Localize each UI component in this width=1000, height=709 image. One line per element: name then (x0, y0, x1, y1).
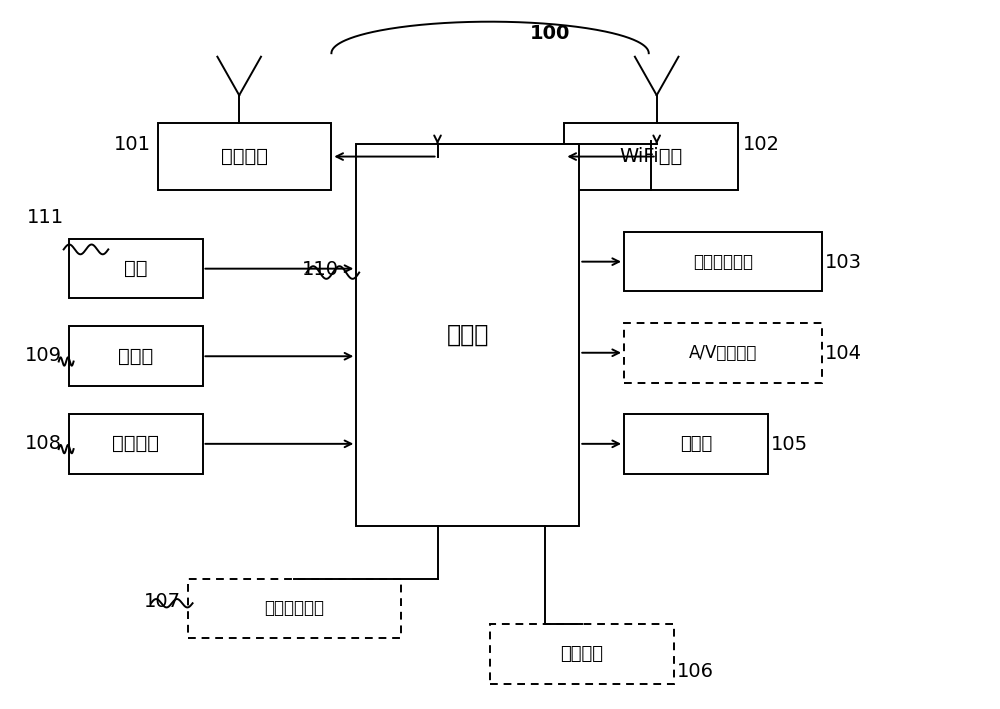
Text: 103: 103 (825, 252, 862, 272)
Bar (69, 414, 203, 474)
Text: 显示单元: 显示单元 (560, 645, 603, 663)
Text: A/V输入单元: A/V输入单元 (689, 344, 757, 362)
Bar (356, 145, 579, 526)
Text: 101: 101 (114, 135, 151, 154)
Text: 108: 108 (25, 434, 62, 453)
Text: 音频输出单元: 音频输出单元 (693, 252, 753, 271)
Text: 100: 100 (530, 24, 570, 43)
Bar (158, 123, 331, 190)
Text: 104: 104 (825, 344, 862, 362)
Text: 107: 107 (144, 591, 181, 610)
Bar (564, 123, 738, 190)
Text: 接口单元: 接口单元 (112, 435, 159, 453)
Bar (69, 326, 203, 386)
Text: 射频单元: 射频单元 (221, 147, 268, 166)
Text: 111: 111 (27, 208, 64, 228)
Bar (69, 239, 203, 298)
Text: 传感器: 传感器 (680, 435, 712, 453)
Text: 106: 106 (677, 661, 714, 681)
Bar (490, 624, 674, 683)
Text: 电源: 电源 (124, 259, 147, 278)
Text: 105: 105 (771, 435, 808, 454)
Text: 用户输入单元: 用户输入单元 (264, 600, 324, 618)
Bar (188, 579, 401, 638)
Text: 102: 102 (743, 135, 780, 154)
Text: 109: 109 (25, 347, 62, 365)
Text: 110: 110 (302, 259, 339, 279)
Text: 处理器: 处理器 (447, 323, 489, 347)
Bar (624, 232, 822, 291)
Text: 存储器: 存储器 (118, 347, 153, 366)
Text: WiFi模块: WiFi模块 (620, 147, 683, 166)
Bar (624, 323, 822, 383)
Bar (624, 414, 768, 474)
